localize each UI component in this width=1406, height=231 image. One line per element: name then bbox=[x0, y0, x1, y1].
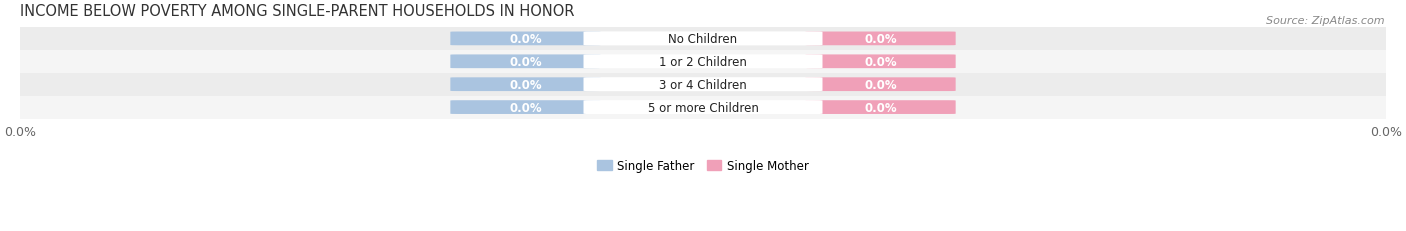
FancyBboxPatch shape bbox=[583, 78, 823, 92]
Text: 0.0%: 0.0% bbox=[865, 55, 897, 69]
Text: 0.0%: 0.0% bbox=[509, 101, 541, 114]
FancyBboxPatch shape bbox=[806, 101, 956, 115]
FancyBboxPatch shape bbox=[583, 55, 823, 69]
Text: Source: ZipAtlas.com: Source: ZipAtlas.com bbox=[1267, 16, 1385, 26]
Text: 0.0%: 0.0% bbox=[509, 33, 541, 46]
FancyBboxPatch shape bbox=[806, 78, 956, 92]
Text: No Children: No Children bbox=[668, 33, 738, 46]
Text: 1 or 2 Children: 1 or 2 Children bbox=[659, 55, 747, 69]
Legend: Single Father, Single Mother: Single Father, Single Mother bbox=[593, 155, 813, 177]
FancyBboxPatch shape bbox=[583, 32, 823, 46]
FancyBboxPatch shape bbox=[806, 32, 956, 46]
FancyBboxPatch shape bbox=[583, 101, 823, 115]
FancyBboxPatch shape bbox=[450, 32, 600, 46]
Bar bbox=[20, 96, 1386, 119]
Text: 0.0%: 0.0% bbox=[865, 78, 897, 91]
FancyBboxPatch shape bbox=[806, 55, 956, 69]
FancyBboxPatch shape bbox=[450, 78, 600, 92]
Text: 0.0%: 0.0% bbox=[865, 33, 897, 46]
FancyBboxPatch shape bbox=[450, 101, 600, 115]
Bar bbox=[20, 28, 1386, 51]
Text: 0.0%: 0.0% bbox=[509, 78, 541, 91]
Bar bbox=[20, 73, 1386, 96]
Bar bbox=[20, 51, 1386, 73]
Text: INCOME BELOW POVERTY AMONG SINGLE-PARENT HOUSEHOLDS IN HONOR: INCOME BELOW POVERTY AMONG SINGLE-PARENT… bbox=[20, 4, 575, 19]
Text: 0.0%: 0.0% bbox=[509, 55, 541, 69]
Text: 0.0%: 0.0% bbox=[865, 101, 897, 114]
FancyBboxPatch shape bbox=[450, 55, 600, 69]
Text: 5 or more Children: 5 or more Children bbox=[648, 101, 758, 114]
Text: 3 or 4 Children: 3 or 4 Children bbox=[659, 78, 747, 91]
